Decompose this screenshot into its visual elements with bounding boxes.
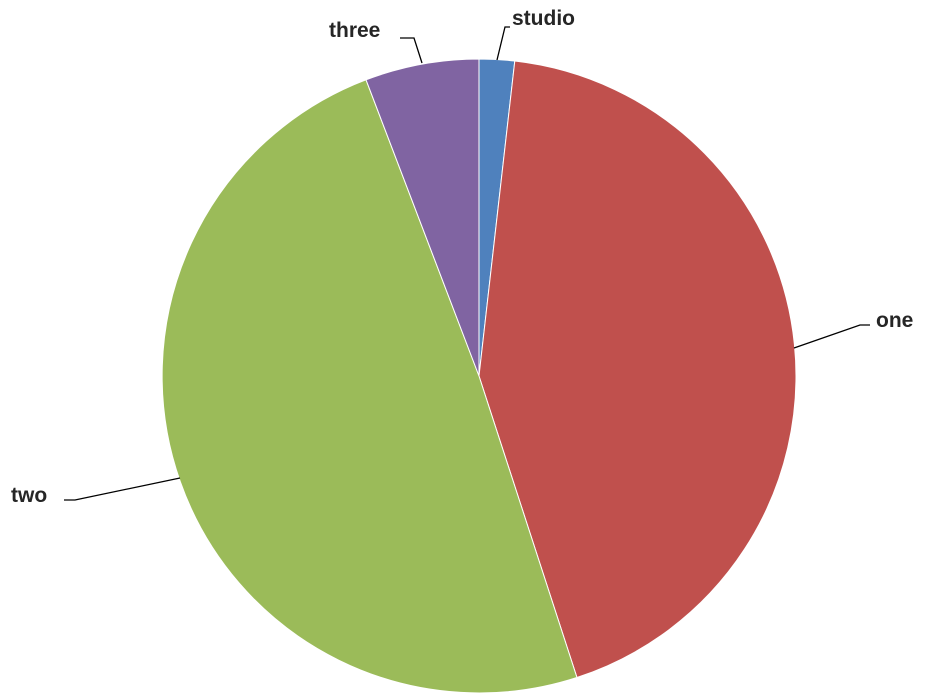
slice-label-three: three bbox=[329, 19, 380, 42]
leader-line-one bbox=[793, 324, 870, 349]
leader-line-studio bbox=[496, 26, 510, 61]
pie-slice-two bbox=[161, 79, 578, 694]
leader-line-three bbox=[400, 37, 423, 64]
pie-slice-three bbox=[365, 58, 480, 377]
slice-label-two: two bbox=[11, 484, 47, 507]
leader-line-two bbox=[64, 477, 181, 501]
slice-label-studio: studio bbox=[512, 7, 575, 30]
pie-slices bbox=[161, 58, 797, 694]
pie-slice-one bbox=[478, 60, 797, 679]
leader-lines bbox=[64, 26, 870, 501]
slice-labels: studio one two three bbox=[11, 7, 913, 507]
slice-label-one: one bbox=[876, 309, 913, 332]
